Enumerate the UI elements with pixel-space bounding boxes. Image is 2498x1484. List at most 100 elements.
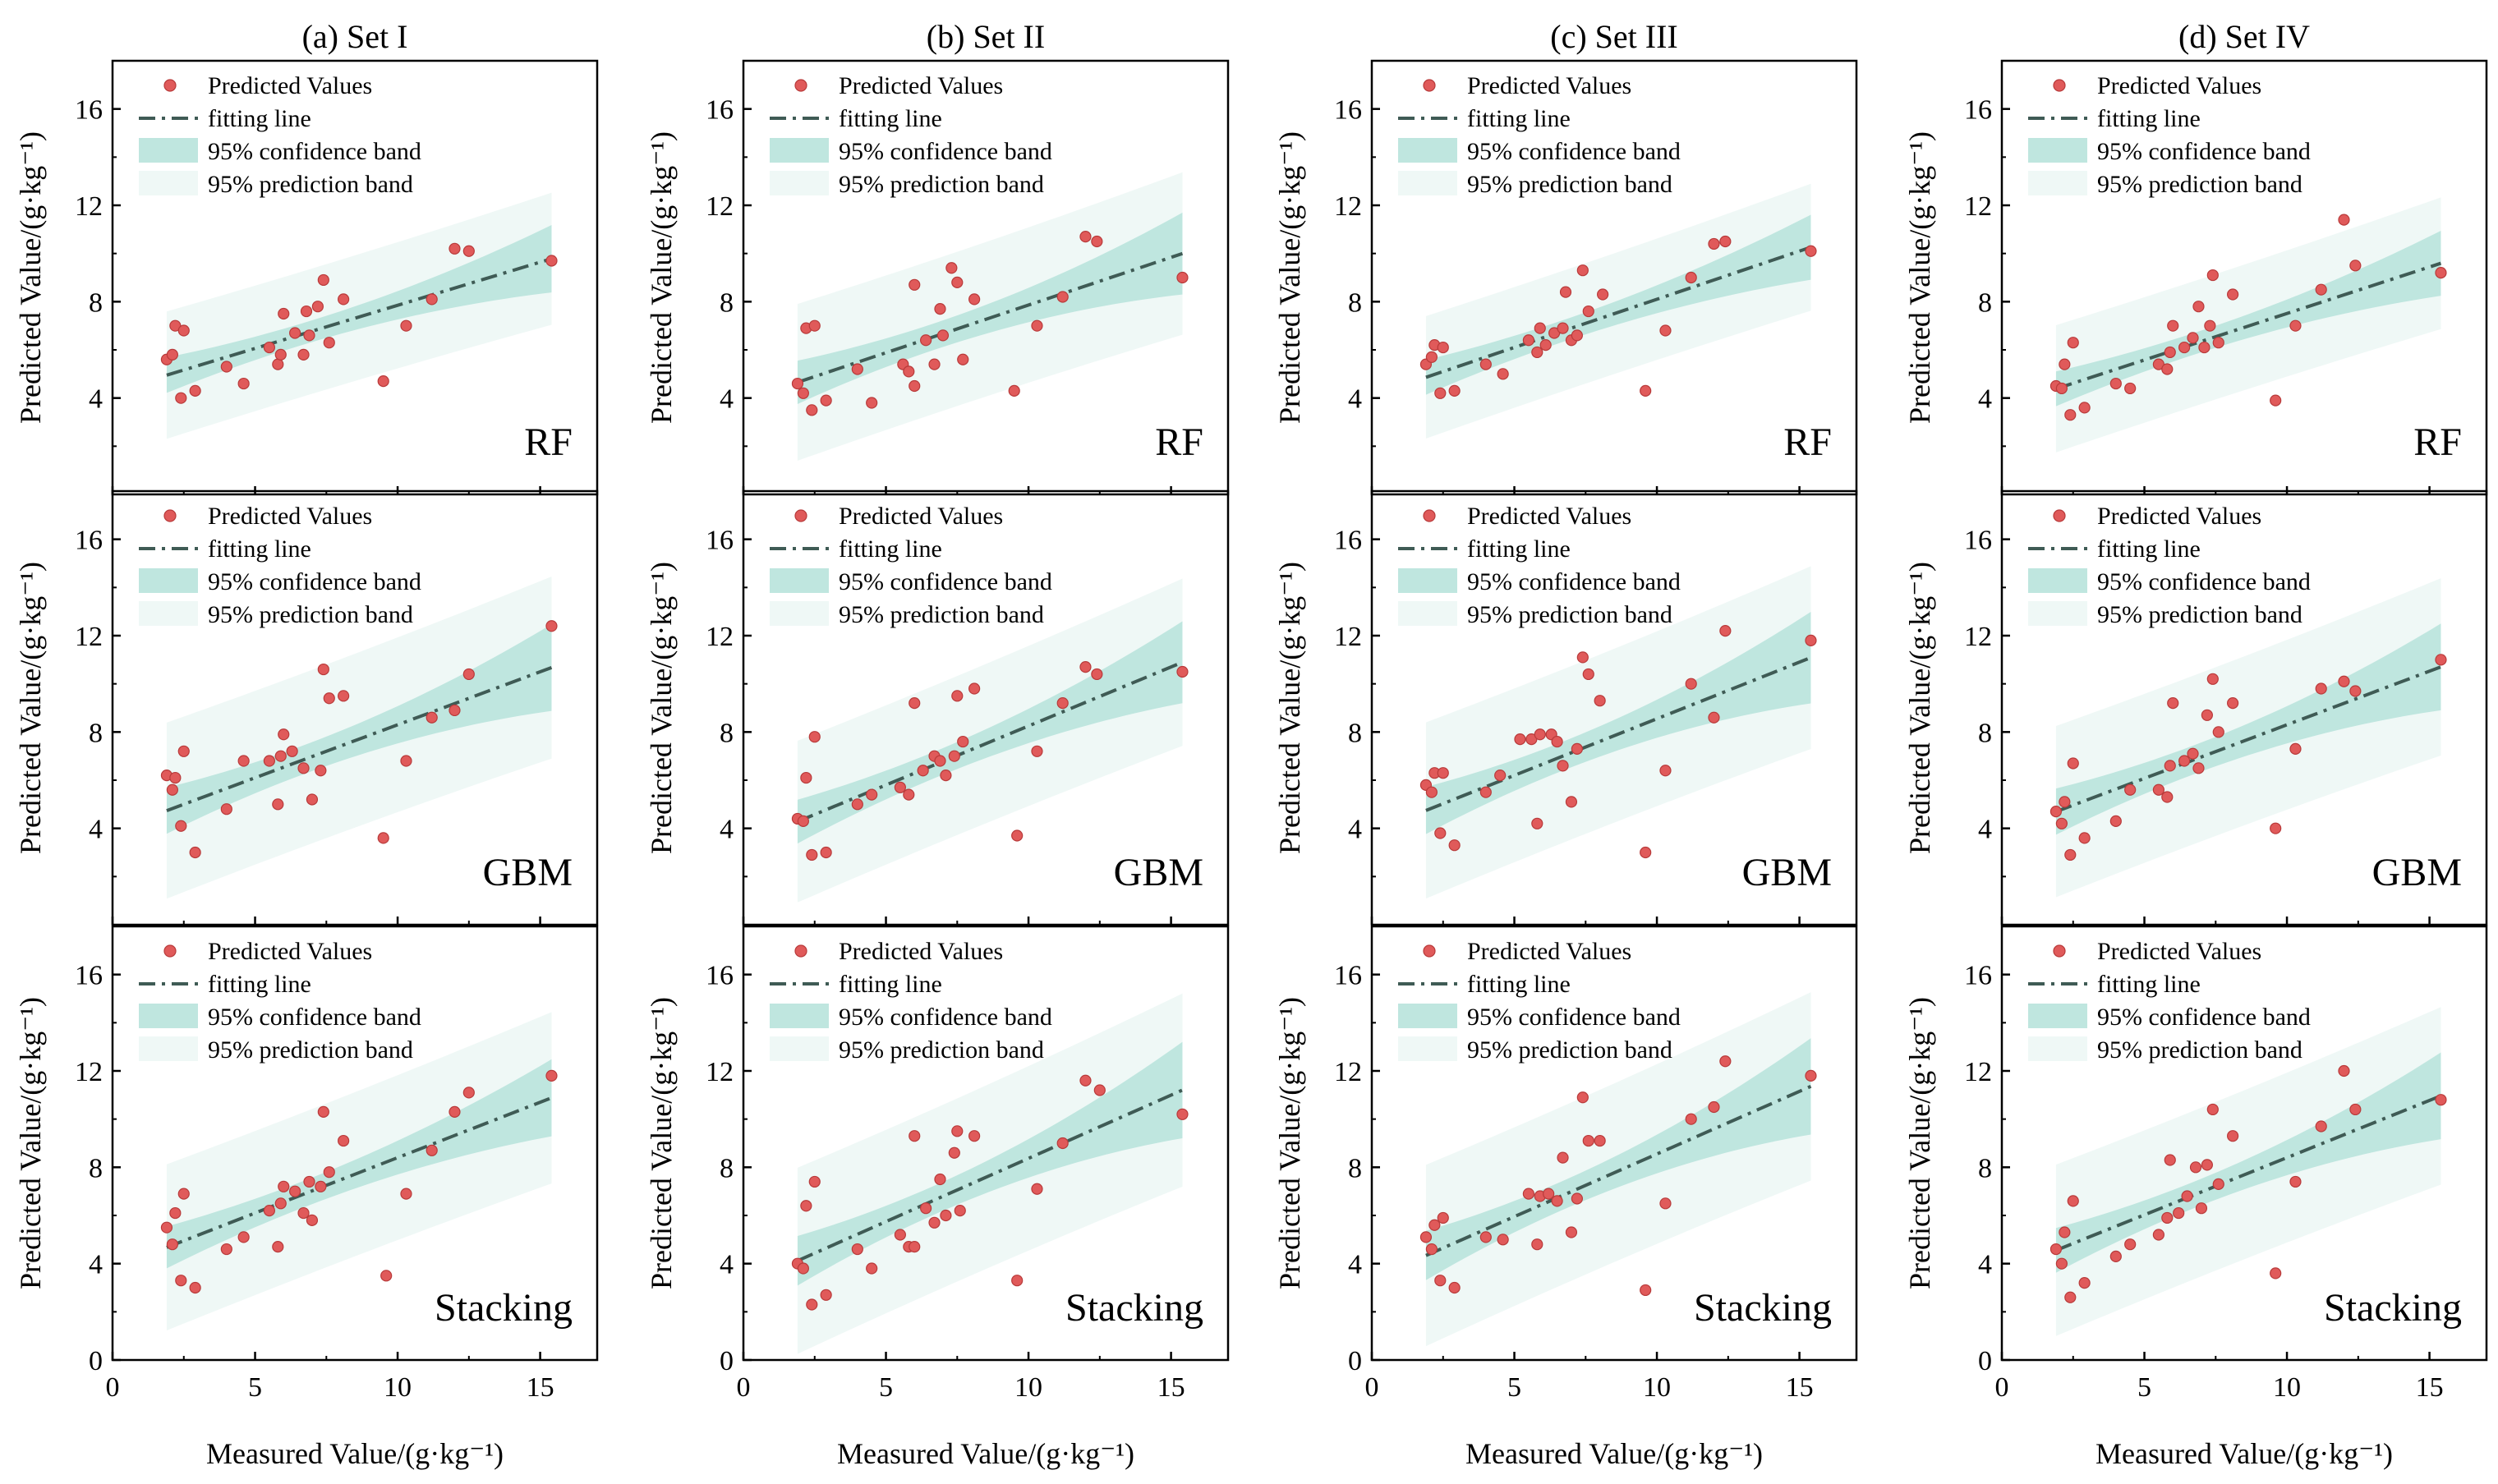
plot-frame xyxy=(111,59,599,496)
data-point xyxy=(426,293,438,306)
legend-label: fitting line xyxy=(208,535,311,563)
fitting-line xyxy=(166,257,553,377)
data-point xyxy=(1079,1074,1092,1087)
data-point xyxy=(1531,1238,1543,1251)
y-tick-label: 0 xyxy=(1978,1346,1992,1376)
data-point xyxy=(1551,1195,1563,1207)
data-point xyxy=(920,334,932,347)
legend-label: 95% confidence band xyxy=(208,568,421,595)
y-tick-label: 4 xyxy=(1348,384,1362,415)
data-point xyxy=(1534,322,1546,334)
plot-frame xyxy=(742,925,1230,1362)
data-point xyxy=(909,278,921,291)
data-point xyxy=(957,735,969,748)
data-point xyxy=(1448,1281,1461,1294)
data-point xyxy=(2164,1154,2176,1166)
y-axis-label: Predicted Value/(g·kg⁻¹) xyxy=(1273,131,1306,424)
data-point xyxy=(2064,848,2077,861)
data-point xyxy=(2049,1243,2063,1256)
data-point xyxy=(306,793,319,806)
confidence-band xyxy=(2055,230,2441,407)
data-point xyxy=(1031,319,1043,332)
data-point xyxy=(1437,1211,1449,1224)
legend-confidence-swatch xyxy=(139,138,198,163)
legend: Predicted Values fitting line 95% confiden… xyxy=(2028,938,2311,1064)
data-point xyxy=(2064,1291,2077,1303)
data-point xyxy=(1425,1243,1438,1256)
legend-label: 95% prediction band xyxy=(1467,1036,1672,1064)
model-label: GBM xyxy=(483,851,573,894)
panel-rf-3: 4 8 12 16 Predicted Value/(g·kg⁻¹) Predicted … xyxy=(1273,59,1858,496)
legend: Predicted Values fitting line 95% confiden… xyxy=(1398,72,1681,198)
y-tick-label: 12 xyxy=(1964,622,1992,652)
x-tick-label: 10 xyxy=(1643,1372,1671,1403)
data-point xyxy=(1805,634,1817,646)
data-point xyxy=(1640,384,1652,397)
y-axis-label: Predicted Value/(g·kg⁻¹) xyxy=(1273,997,1306,1289)
data-point xyxy=(968,293,981,306)
data-point xyxy=(2198,341,2210,354)
legend-label: Predicted Values xyxy=(1467,72,1631,99)
legend-label: 95% prediction band xyxy=(1467,171,1672,198)
data-point xyxy=(2164,346,2176,359)
legend-label: 95% confidence band xyxy=(1467,1004,1681,1031)
data-point xyxy=(2161,1211,2174,1224)
data-point xyxy=(1597,288,1609,301)
data-point xyxy=(928,358,941,370)
data-point xyxy=(400,1188,412,1200)
y-tick-label: 16 xyxy=(75,961,103,991)
data-point xyxy=(1522,334,1534,347)
x-tick-label: 10 xyxy=(384,1372,412,1403)
data-point xyxy=(1640,1284,1652,1297)
data-point xyxy=(2049,806,2063,818)
data-point xyxy=(1011,1275,1024,1287)
data-point xyxy=(2059,796,2071,808)
data-point xyxy=(1497,368,1509,380)
data-point xyxy=(1479,1231,1492,1243)
y-tick-label: 4 xyxy=(1978,815,1992,845)
legend-point-marker xyxy=(794,509,807,522)
data-point xyxy=(272,358,284,370)
legend-label: 95% prediction band xyxy=(839,171,1044,198)
data-point xyxy=(338,1134,350,1147)
data-point xyxy=(851,363,863,375)
legend-point-marker xyxy=(163,79,177,92)
data-point xyxy=(1479,786,1492,798)
data-point xyxy=(272,798,284,811)
data-point xyxy=(2349,260,2362,272)
data-point xyxy=(323,1166,335,1178)
data-point xyxy=(2206,269,2219,282)
data-point xyxy=(934,1173,946,1186)
legend-label: 95% confidence band xyxy=(839,138,1052,165)
panel-stacking-4: 0 4 8 12 16 0 5 10 15 Predicted Value/(g·kg⁻¹) Pre… xyxy=(1903,925,2488,1403)
fitting-line xyxy=(2055,261,2442,391)
data-point xyxy=(303,1175,315,1188)
data-point xyxy=(189,1281,201,1294)
data-point xyxy=(2167,697,2179,710)
y-tick-label: 4 xyxy=(720,384,734,415)
data-point xyxy=(315,765,327,777)
data-point xyxy=(2189,1161,2202,1174)
data-point xyxy=(951,1125,964,1137)
data-point xyxy=(1056,291,1069,303)
legend-point-marker xyxy=(1423,944,1436,958)
data-point xyxy=(2078,402,2091,414)
data-point xyxy=(917,765,929,777)
data-point xyxy=(169,771,182,784)
data-point xyxy=(2161,363,2174,375)
confidence-band xyxy=(2055,1052,2441,1273)
data-point xyxy=(894,1229,906,1241)
data-point xyxy=(2212,1178,2224,1190)
data-point xyxy=(2152,1229,2164,1241)
model-label: Stacking xyxy=(2324,1286,2462,1330)
y-tick-label: 4 xyxy=(1978,384,1992,415)
data-point xyxy=(806,1298,818,1311)
data-point xyxy=(928,1216,941,1229)
y-tick-label: 12 xyxy=(706,622,734,652)
data-point xyxy=(1434,1275,1447,1287)
data-point xyxy=(449,242,461,255)
data-point xyxy=(303,329,315,342)
data-point xyxy=(808,1175,821,1188)
legend-confidence-swatch xyxy=(2028,1004,2087,1028)
legend-confidence-swatch xyxy=(139,1004,198,1028)
